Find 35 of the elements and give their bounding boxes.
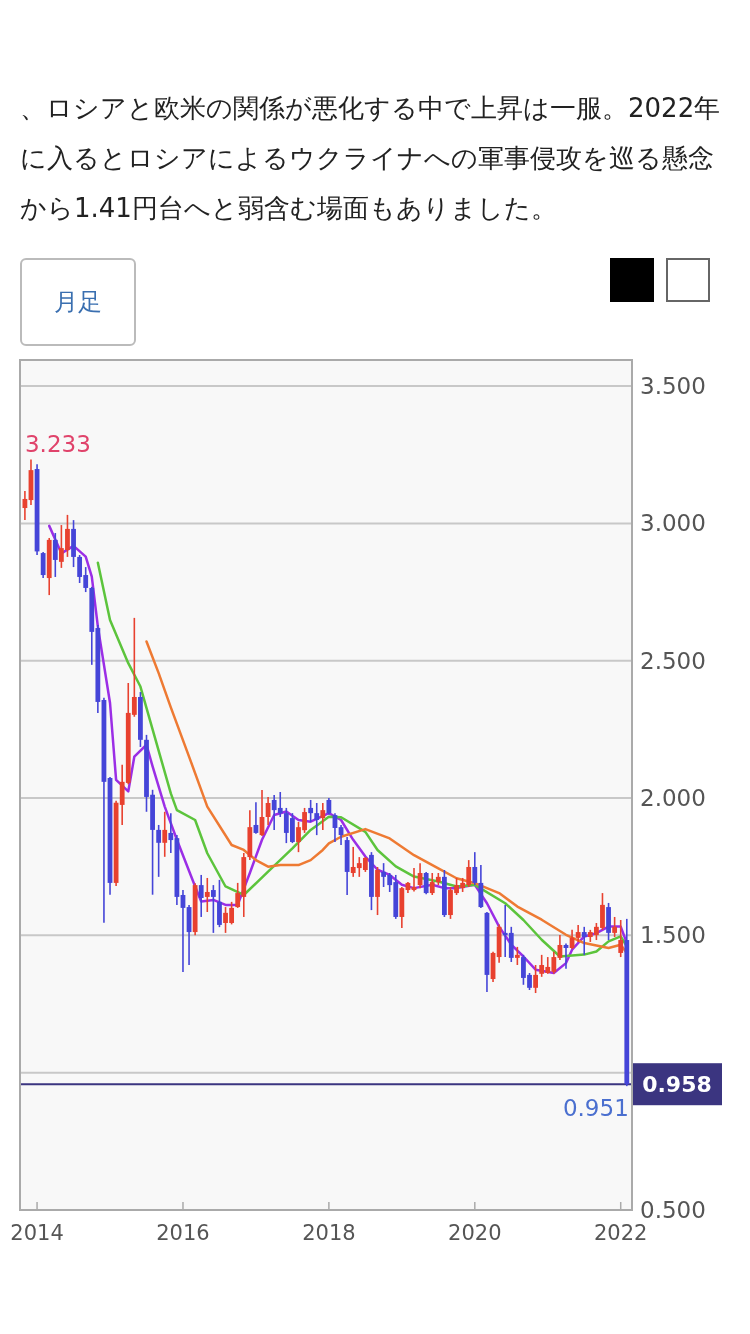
candlestick [533, 964, 538, 994]
x-tick-label: 2016 [156, 1221, 210, 1245]
y-tick-label: 2.000 [640, 785, 706, 812]
candlestick [514, 946, 520, 966]
x-tick-label: 2022 [593, 1221, 648, 1245]
y-tick-label: 1.500 [640, 922, 706, 949]
candlestick [217, 879, 222, 928]
y-tick-label: 0.500 [640, 1197, 706, 1223]
chart-title: 、ロシアと欧米の関係が悪化する中で上昇は一服。2022年に入るとロシアによるウクライナへの軍事侵攻を巡る懸念から1.41円台へと弱含む場面もありました。 [20, 92, 722, 225]
candlestick [198, 874, 204, 918]
candlestick [308, 799, 314, 823]
y-tick-label: 3.000 [640, 510, 706, 537]
candlestick [314, 802, 320, 836]
candlestick [429, 872, 435, 896]
candlestick [156, 824, 162, 878]
candlestick [52, 532, 58, 578]
candlestick [162, 810, 168, 858]
text: 月足 [20, 258, 136, 346]
candlestick [612, 916, 618, 938]
candlestick [423, 871, 429, 895]
x-tick-label: 2020 [448, 1221, 502, 1245]
annotation: 0.951 [562, 1095, 629, 1122]
candlestick [472, 851, 478, 886]
candlestick [581, 926, 587, 956]
candlestick [618, 919, 624, 958]
ref-line-label: 0.958 [642, 1072, 712, 1098]
candlestick [210, 884, 216, 934]
candlestick [40, 551, 46, 579]
x-tick-label: 2014 [10, 1221, 64, 1245]
y-tick-label: 2.500 [640, 647, 706, 674]
y-tick-label: 3.500 [640, 373, 706, 400]
candlestick [320, 802, 326, 831]
candlestick [204, 877, 210, 913]
x-tick-label: 2018 [302, 1221, 356, 1245]
annotation: 3.233 [24, 431, 91, 458]
